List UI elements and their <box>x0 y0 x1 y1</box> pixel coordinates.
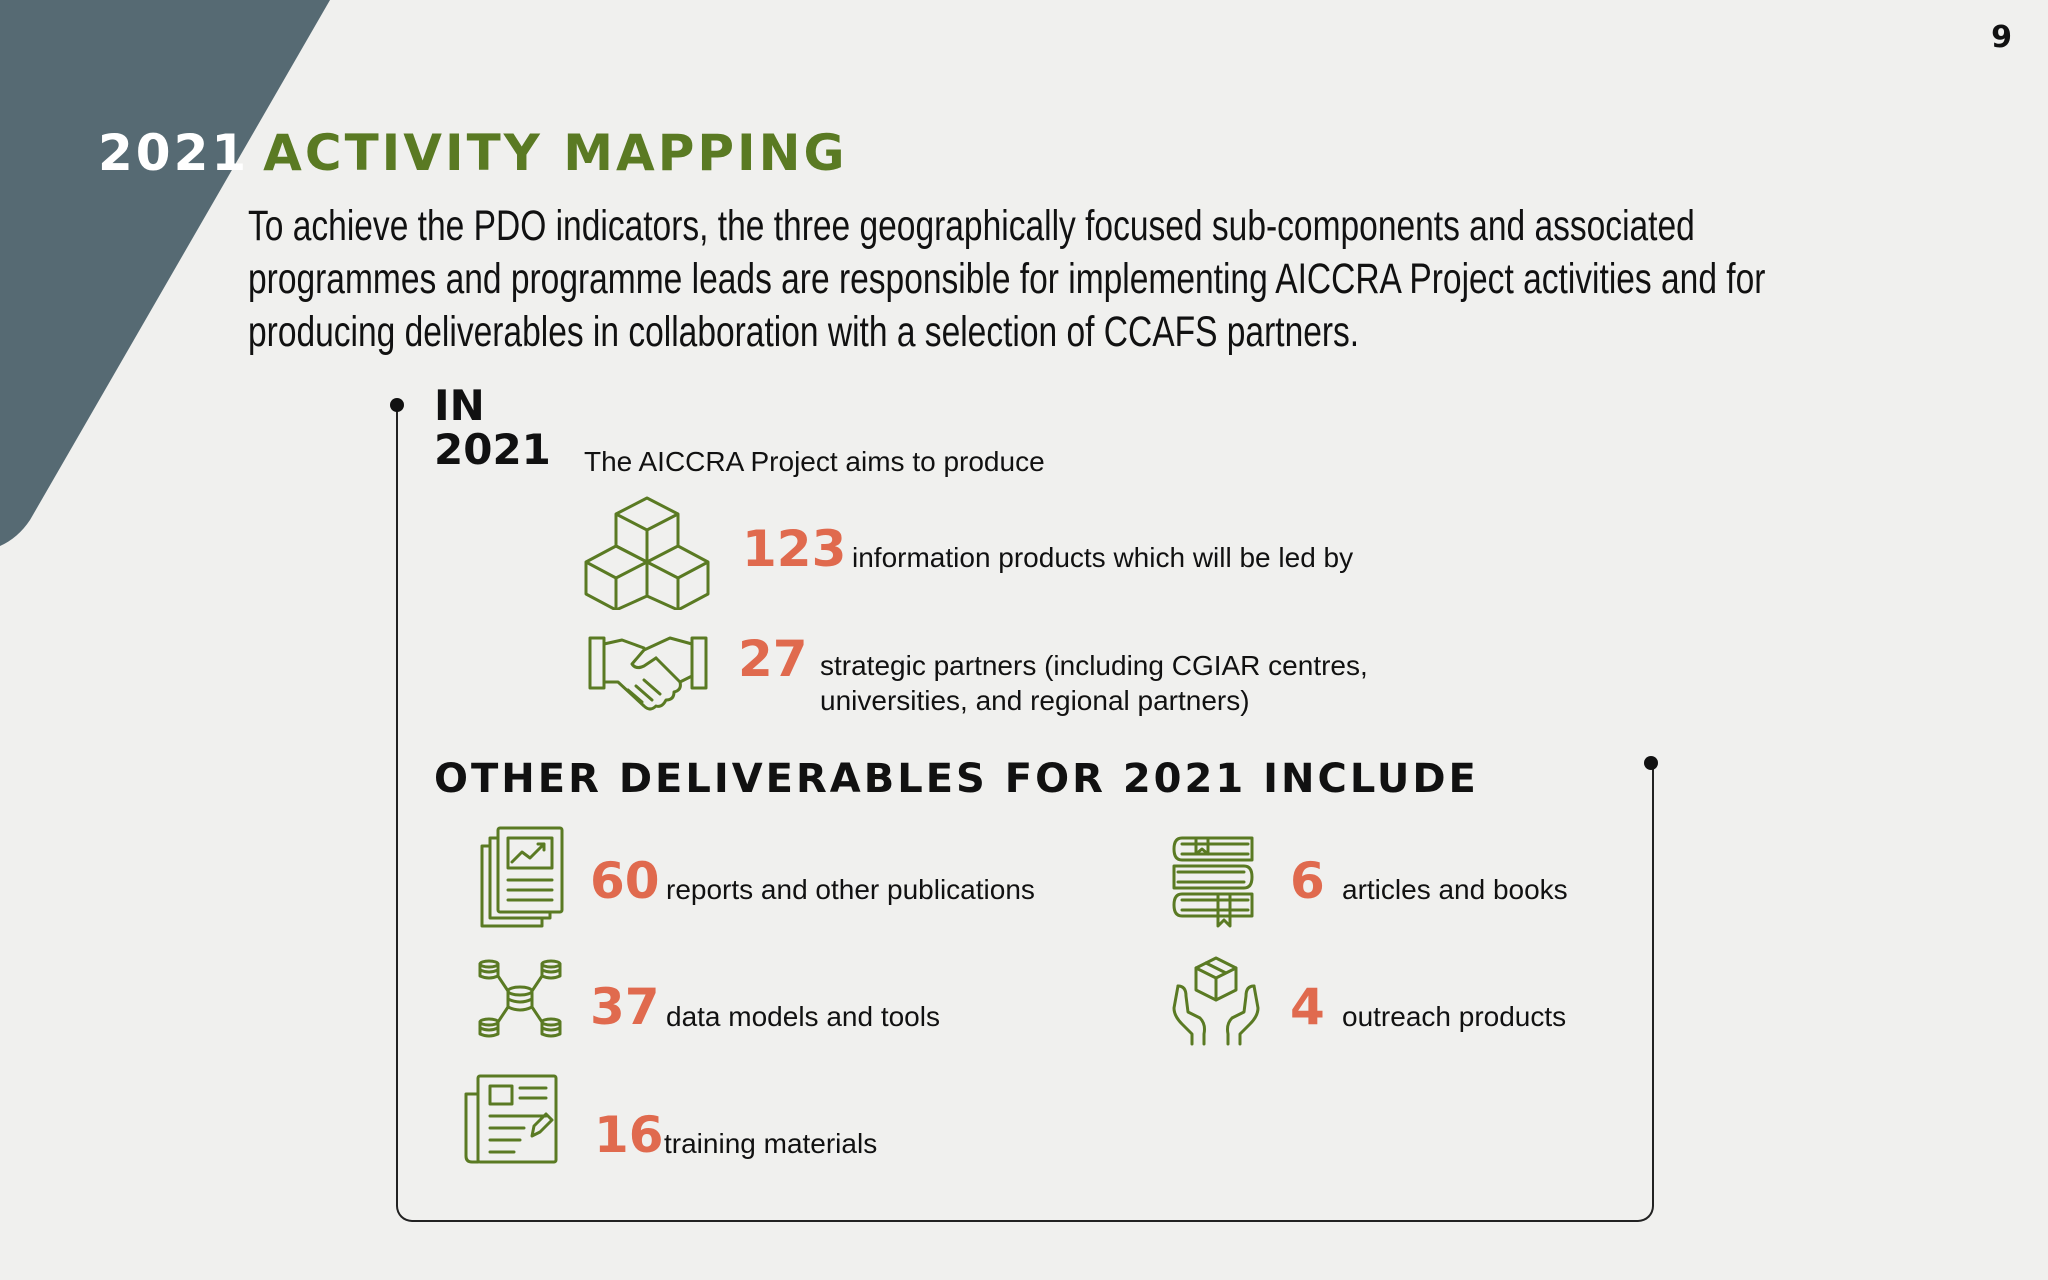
deliverable-number-outreach: 4 <box>1290 978 1325 1036</box>
primary-text-2: strategic partners (including CGIAR cent… <box>820 648 1368 718</box>
primary-number-2: 27 <box>738 630 808 688</box>
aims-text: The AICCRA Project aims to produce <box>584 446 1045 477</box>
deliverable-number-training: 16 <box>594 1106 664 1164</box>
primary-number-1: 123 <box>742 520 847 578</box>
deliverable-text-data: data models and tools <box>666 1001 940 1032</box>
timeline-frame <box>396 404 1654 1222</box>
in-label-line1: IN <box>434 381 485 430</box>
report-icon <box>478 824 566 928</box>
deliverable-number-reports: 60 <box>590 852 660 910</box>
intro-paragraph: To achieve the PDO indicators, the three… <box>248 202 1766 356</box>
title-main: ACTIVITY MAPPING <box>263 124 848 182</box>
boxes-icon <box>584 494 710 610</box>
page-number: 9 <box>1991 20 2012 55</box>
deliverable-number-books: 6 <box>1290 852 1325 910</box>
other-deliverables-title: OTHER DELIVERABLES FOR 2021 INCLUDE <box>434 756 1479 802</box>
handshake-icon <box>588 630 708 716</box>
title-year: 2021 <box>98 124 250 182</box>
deliverable-text-books: articles and books <box>1342 874 1568 905</box>
timeline-dot-end <box>1644 756 1658 770</box>
primary-text-2-line2: universities, and regional partners) <box>820 685 1250 716</box>
deliverable-text-outreach: outreach products <box>1342 1001 1567 1032</box>
deliverable-text-training: training materials <box>664 1128 878 1159</box>
books-icon <box>1168 834 1258 930</box>
data-network-icon <box>478 958 562 1040</box>
in-label-line2: 2021 <box>434 425 551 474</box>
training-document-icon <box>462 1074 560 1164</box>
page-title: 2021 ACTIVITY MAPPING <box>98 124 848 182</box>
primary-text-2-line1: strategic partners (including CGIAR cent… <box>820 650 1368 681</box>
deliverable-text-reports: reports and other publications <box>666 874 1035 905</box>
hands-box-icon <box>1170 956 1262 1046</box>
deliverable-number-data: 37 <box>590 978 660 1036</box>
primary-text-1: information products which will be led b… <box>852 542 1354 573</box>
in-year-label: IN 2021 <box>434 384 551 472</box>
timeline-dot-start <box>390 398 404 412</box>
